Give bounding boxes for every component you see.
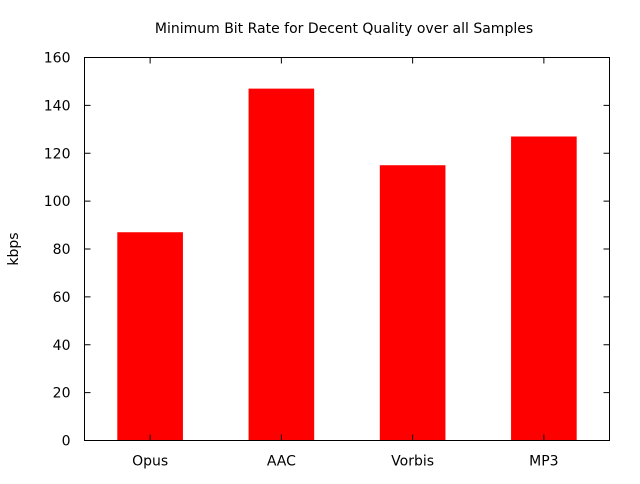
x-tick-label: AAC [267, 454, 296, 470]
chart-title: Minimum Bit Rate for Decent Quality over… [155, 21, 533, 37]
y-tick-label: 100 [44, 194, 71, 210]
x-tick-labels: Opus AAC Vorbis MP3 [132, 454, 559, 470]
y-tick-label: 80 [53, 242, 71, 258]
y-tick-label: 160 [44, 51, 71, 67]
x-tick-label: Opus [132, 454, 168, 470]
bars [117, 88, 577, 441]
x-tick-label: Vorbis [391, 454, 434, 470]
x-tick-label: MP3 [529, 454, 558, 470]
y-axis-label: kbps [6, 232, 22, 265]
y-tick-label: 20 [53, 386, 71, 402]
plot-frame [84, 57, 610, 441]
bar-vorbis [379, 165, 446, 441]
y-tick-label: 0 [62, 434, 71, 450]
bar-aac [248, 88, 315, 441]
bar-mp3 [511, 136, 577, 441]
y-tick-label: 140 [44, 98, 71, 114]
y-tick-label: 40 [53, 338, 71, 354]
y-tick-label: 60 [53, 290, 71, 306]
bar-opus [117, 232, 183, 441]
y-tick-labels: 0 20 40 60 80 100 120 140 160 [44, 51, 71, 450]
y-tick-label: 120 [44, 146, 71, 162]
